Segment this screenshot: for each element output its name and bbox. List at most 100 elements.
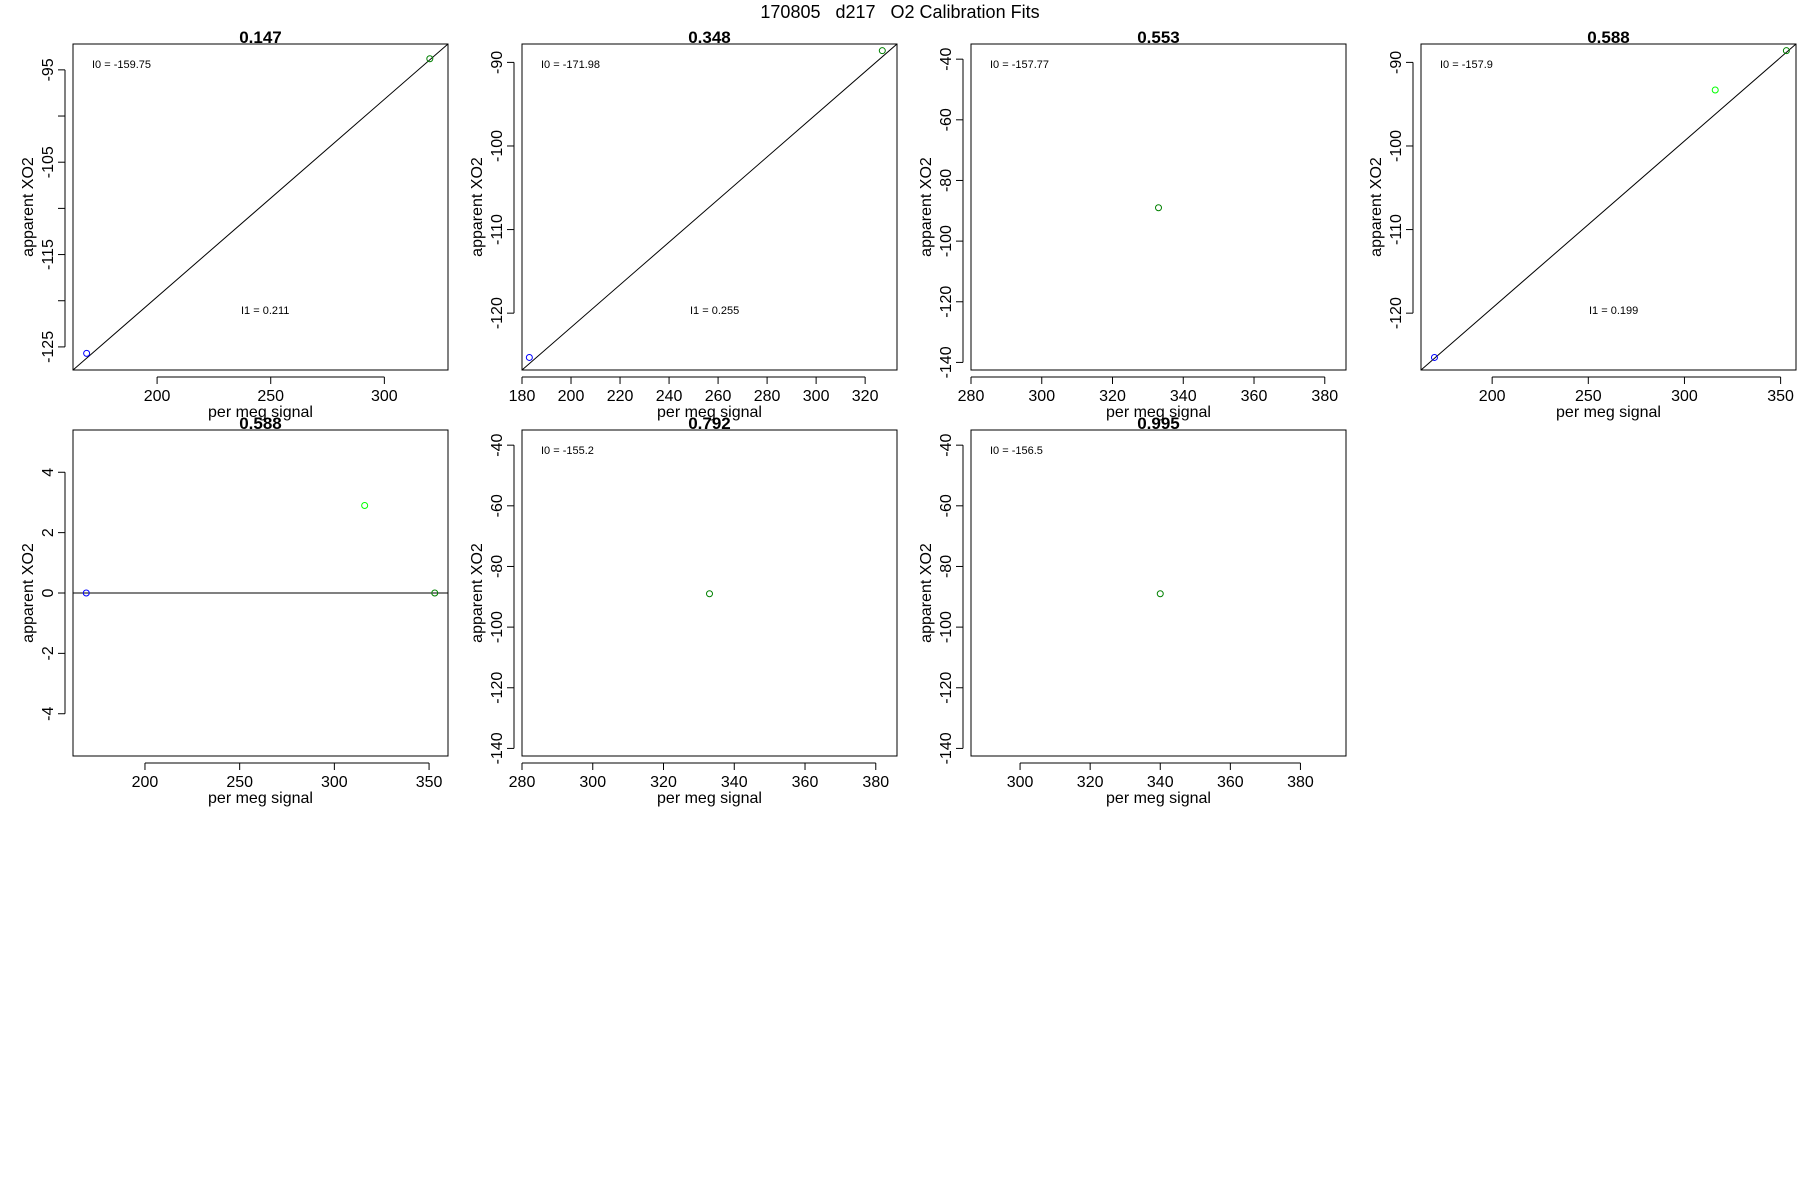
x-tick-label: 360 bbox=[1241, 388, 1268, 405]
x-axis-title: per meg signal bbox=[208, 404, 313, 421]
x-tick-label: 300 bbox=[321, 774, 348, 791]
x-tick-label: 250 bbox=[226, 774, 253, 791]
y-axis-title: apparent XO2 bbox=[20, 157, 37, 257]
fit-line bbox=[522, 44, 897, 370]
x-axis-title: per meg signal bbox=[657, 790, 762, 807]
intercept-annotation: I0 = -171.98 bbox=[541, 59, 600, 71]
y-tick-label: -120 bbox=[489, 672, 506, 704]
chart-panel-6: 0.792 280 300 320 340 360 380 per meg signal -40… bbox=[469, 414, 898, 807]
y-tick-label: -95 bbox=[40, 58, 57, 81]
plot-area bbox=[1421, 44, 1796, 370]
y-tick-label: 0 bbox=[40, 588, 57, 597]
y-axis-title: apparent XO2 bbox=[20, 543, 37, 643]
y-tick-label: -100 bbox=[938, 611, 955, 643]
x-tick-label: 300 bbox=[1007, 774, 1034, 791]
panel-title: 0.995 bbox=[1137, 414, 1180, 433]
x-axis-title: per meg signal bbox=[208, 790, 313, 807]
data-point bbox=[1156, 590, 1164, 598]
fit-line bbox=[1421, 44, 1796, 370]
x-tick-label: 360 bbox=[1217, 774, 1244, 791]
y-tick-label: -120 bbox=[938, 286, 955, 318]
y-axis-title: apparent XO2 bbox=[918, 157, 935, 257]
y-tick-label: -120 bbox=[938, 672, 955, 704]
x-axis-title: per meg signal bbox=[1556, 404, 1661, 421]
plot-area bbox=[1155, 204, 1162, 212]
x-tick-label: 300 bbox=[371, 388, 398, 405]
x-tick-label: 260 bbox=[705, 388, 732, 405]
chart-panel-5: 0.588 200 250 300 350 per meg signal 4 2 0 -2 -4 ap… bbox=[20, 414, 449, 807]
x-tick-label: 220 bbox=[607, 388, 634, 405]
y-tick-label: -125 bbox=[40, 331, 57, 363]
x-axis-title: per meg signal bbox=[657, 404, 762, 421]
x-tick-label: 340 bbox=[1147, 774, 1174, 791]
chart-panel-4: 0.588 200 250 300 350 per meg signal -90 -100 -1… bbox=[1368, 28, 1797, 421]
plot-area bbox=[73, 501, 448, 597]
y-tick-label: -100 bbox=[489, 130, 506, 162]
chart-panel-7: 0.995 300 320 340 360 380 per meg signal -40 -60… bbox=[918, 414, 1347, 807]
slope-annotation: I1 = 0.211 bbox=[241, 305, 289, 317]
panel-title: 0.588 bbox=[239, 414, 282, 433]
x-tick-label: 240 bbox=[656, 388, 683, 405]
intercept-annotation: I0 = -156.5 bbox=[990, 445, 1043, 457]
x-tick-label: 200 bbox=[558, 388, 585, 405]
slope-annotation: I1 = 0.255 bbox=[690, 305, 739, 317]
chart-panel-2: 0.348 180 200 220 240 260 280 300 320 per meg sig… bbox=[469, 28, 898, 421]
y-tick-label: -40 bbox=[938, 47, 955, 70]
y-tick-label: -90 bbox=[489, 51, 506, 74]
x-tick-label: 350 bbox=[416, 774, 443, 791]
data-point bbox=[361, 501, 369, 509]
y-tick-label: 2 bbox=[40, 528, 57, 537]
data-point bbox=[525, 353, 533, 361]
x-tick-label: 180 bbox=[509, 388, 536, 405]
y-tick-label: -60 bbox=[938, 494, 955, 517]
x-tick-label: 340 bbox=[1170, 388, 1197, 405]
y-tick-label: -140 bbox=[938, 732, 955, 764]
data-point bbox=[706, 590, 713, 598]
x-tick-label: 320 bbox=[852, 388, 879, 405]
panel-title: 0.553 bbox=[1137, 28, 1180, 47]
x-tick-label: 320 bbox=[650, 774, 677, 791]
x-tick-label: 300 bbox=[1028, 388, 1055, 405]
data-point bbox=[82, 589, 90, 597]
x-tick-label: 200 bbox=[144, 388, 171, 405]
x-tick-label: 280 bbox=[754, 388, 781, 405]
data-point bbox=[1711, 86, 1719, 94]
y-tick-label: -100 bbox=[1388, 130, 1405, 162]
x-tick-label: 380 bbox=[1311, 388, 1338, 405]
plot-area bbox=[1156, 590, 1164, 598]
plot-frame bbox=[970, 43, 1347, 371]
y-tick-label: -40 bbox=[938, 433, 955, 456]
y-tick-label: -60 bbox=[938, 108, 955, 131]
x-tick-label: 300 bbox=[579, 774, 606, 791]
x-tick-label: 280 bbox=[509, 774, 536, 791]
x-tick-label: 200 bbox=[132, 774, 159, 791]
y-tick-label: -80 bbox=[489, 555, 506, 578]
x-tick-label: 200 bbox=[1479, 388, 1506, 405]
y-tick-label: -80 bbox=[938, 169, 955, 192]
x-tick-label: 380 bbox=[1287, 774, 1314, 791]
y-tick-label: -80 bbox=[938, 555, 955, 578]
y-axis-title: apparent XO2 bbox=[1368, 157, 1385, 257]
y-tick-label: -120 bbox=[1388, 297, 1405, 329]
x-tick-label: 340 bbox=[721, 774, 748, 791]
y-tick-label: -140 bbox=[489, 732, 506, 764]
panel-title: 0.792 bbox=[688, 414, 731, 433]
plot-area bbox=[522, 44, 897, 370]
x-tick-label: 280 bbox=[958, 388, 985, 405]
panel-title: 0.348 bbox=[688, 28, 731, 47]
y-tick-label: -100 bbox=[938, 225, 955, 257]
x-axis-title: per meg signal bbox=[1106, 404, 1211, 421]
fit-line bbox=[73, 44, 448, 370]
y-axis-title: apparent XO2 bbox=[469, 543, 486, 643]
plot-area bbox=[73, 44, 448, 370]
plot-frame bbox=[72, 43, 449, 371]
y-tick-label: -140 bbox=[938, 346, 955, 378]
x-tick-label: 380 bbox=[862, 774, 889, 791]
x-tick-label: 300 bbox=[803, 388, 830, 405]
data-point bbox=[878, 47, 886, 55]
data-point bbox=[1430, 353, 1438, 361]
y-tick-label: -110 bbox=[1388, 214, 1405, 245]
x-axis-title: per meg signal bbox=[1106, 790, 1211, 807]
y-tick-label: -110 bbox=[489, 214, 506, 245]
y-tick-label: -120 bbox=[489, 297, 506, 329]
